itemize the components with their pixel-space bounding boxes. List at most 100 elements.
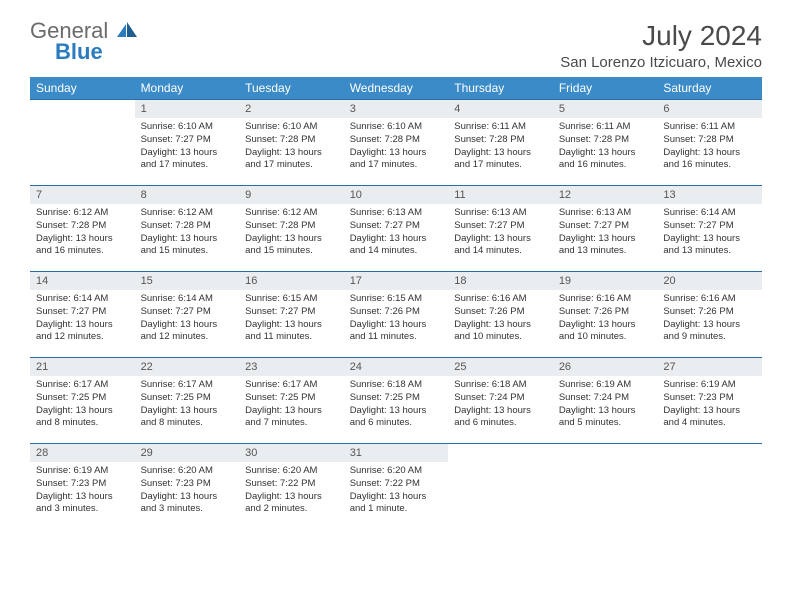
- calendar-day: 2Sunrise: 6:10 AMSunset: 7:28 PMDaylight…: [239, 100, 344, 186]
- day-sunrise: Sunrise: 6:11 AM: [559, 121, 652, 134]
- day-sunrise: Sunrise: 6:13 AM: [559, 207, 652, 220]
- calendar-day: 9Sunrise: 6:12 AMSunset: 7:28 PMDaylight…: [239, 186, 344, 272]
- day-sunrise: Sunrise: 6:12 AM: [245, 207, 338, 220]
- day-sunset: Sunset: 7:26 PM: [663, 306, 756, 319]
- day-sunrise: Sunrise: 6:17 AM: [141, 379, 234, 392]
- day-d2: and 9 minutes.: [663, 331, 756, 344]
- day-d1: Daylight: 13 hours: [350, 491, 443, 504]
- calendar-day: 21Sunrise: 6:17 AMSunset: 7:25 PMDayligh…: [30, 358, 135, 444]
- day-sunrise: Sunrise: 6:14 AM: [36, 293, 129, 306]
- day-sunset: Sunset: 7:25 PM: [36, 392, 129, 405]
- day-sunrise: Sunrise: 6:13 AM: [454, 207, 547, 220]
- day-body: Sunrise: 6:16 AMSunset: 7:26 PMDaylight:…: [657, 290, 762, 348]
- day-sunrise: Sunrise: 6:11 AM: [454, 121, 547, 134]
- day-sunrise: Sunrise: 6:18 AM: [454, 379, 547, 392]
- day-body: Sunrise: 6:13 AMSunset: 7:27 PMDaylight:…: [553, 204, 658, 262]
- day-sunset: Sunset: 7:27 PM: [350, 220, 443, 233]
- day-sunset: Sunset: 7:23 PM: [36, 478, 129, 491]
- day-d2: and 14 minutes.: [454, 245, 547, 258]
- month-title: July 2024: [560, 20, 762, 52]
- day-d2: and 12 minutes.: [36, 331, 129, 344]
- day-body: Sunrise: 6:10 AMSunset: 7:27 PMDaylight:…: [135, 118, 240, 176]
- weekday-header: Monday: [135, 77, 240, 100]
- calendar-day-empty: [553, 444, 658, 530]
- day-number: 23: [239, 358, 344, 376]
- day-number: 9: [239, 186, 344, 204]
- day-number: 7: [30, 186, 135, 204]
- calendar-day: 27Sunrise: 6:19 AMSunset: 7:23 PMDayligh…: [657, 358, 762, 444]
- calendar-day: 24Sunrise: 6:18 AMSunset: 7:25 PMDayligh…: [344, 358, 449, 444]
- day-sunrise: Sunrise: 6:18 AM: [350, 379, 443, 392]
- calendar-day: 3Sunrise: 6:10 AMSunset: 7:28 PMDaylight…: [344, 100, 449, 186]
- day-number: 17: [344, 272, 449, 290]
- page-header: General Blue July 2024 San Lorenzo Itzic…: [30, 20, 762, 71]
- day-body: Sunrise: 6:19 AMSunset: 7:23 PMDaylight:…: [30, 462, 135, 520]
- calendar-day: 26Sunrise: 6:19 AMSunset: 7:24 PMDayligh…: [553, 358, 658, 444]
- day-sunrise: Sunrise: 6:11 AM: [663, 121, 756, 134]
- day-d2: and 12 minutes.: [141, 331, 234, 344]
- day-sunset: Sunset: 7:27 PM: [141, 306, 234, 319]
- calendar-day: 17Sunrise: 6:15 AMSunset: 7:26 PMDayligh…: [344, 272, 449, 358]
- day-sunrise: Sunrise: 6:10 AM: [350, 121, 443, 134]
- calendar-day: 13Sunrise: 6:14 AMSunset: 7:27 PMDayligh…: [657, 186, 762, 272]
- day-sunrise: Sunrise: 6:19 AM: [36, 465, 129, 478]
- day-sunrise: Sunrise: 6:13 AM: [350, 207, 443, 220]
- day-number: 8: [135, 186, 240, 204]
- calendar-day: 19Sunrise: 6:16 AMSunset: 7:26 PMDayligh…: [553, 272, 658, 358]
- day-sunrise: Sunrise: 6:16 AM: [663, 293, 756, 306]
- day-d2: and 11 minutes.: [245, 331, 338, 344]
- day-number: 29: [135, 444, 240, 462]
- day-d1: Daylight: 13 hours: [559, 147, 652, 160]
- day-number: 11: [448, 186, 553, 204]
- day-sunrise: Sunrise: 6:20 AM: [141, 465, 234, 478]
- day-sunset: Sunset: 7:22 PM: [350, 478, 443, 491]
- calendar-week: 1Sunrise: 6:10 AMSunset: 7:27 PMDaylight…: [30, 100, 762, 186]
- day-body: Sunrise: 6:15 AMSunset: 7:27 PMDaylight:…: [239, 290, 344, 348]
- day-d2: and 17 minutes.: [350, 159, 443, 172]
- day-body: Sunrise: 6:11 AMSunset: 7:28 PMDaylight:…: [553, 118, 658, 176]
- calendar-body: 1Sunrise: 6:10 AMSunset: 7:27 PMDaylight…: [30, 100, 762, 530]
- weekday-header: Friday: [553, 77, 658, 100]
- logo-sail-icon: [117, 25, 139, 42]
- day-body: Sunrise: 6:16 AMSunset: 7:26 PMDaylight:…: [448, 290, 553, 348]
- day-sunset: Sunset: 7:22 PM: [245, 478, 338, 491]
- day-number: 4: [448, 100, 553, 118]
- day-d2: and 4 minutes.: [663, 417, 756, 430]
- day-d1: Daylight: 13 hours: [141, 233, 234, 246]
- day-body: Sunrise: 6:16 AMSunset: 7:26 PMDaylight:…: [553, 290, 658, 348]
- day-body: Sunrise: 6:14 AMSunset: 7:27 PMDaylight:…: [30, 290, 135, 348]
- day-sunset: Sunset: 7:28 PM: [141, 220, 234, 233]
- day-sunrise: Sunrise: 6:16 AM: [454, 293, 547, 306]
- day-sunrise: Sunrise: 6:14 AM: [141, 293, 234, 306]
- day-number: 2: [239, 100, 344, 118]
- day-number: 25: [448, 358, 553, 376]
- day-sunrise: Sunrise: 6:14 AM: [663, 207, 756, 220]
- day-sunset: Sunset: 7:27 PM: [141, 134, 234, 147]
- calendar-week: 28Sunrise: 6:19 AMSunset: 7:23 PMDayligh…: [30, 444, 762, 530]
- calendar-day: 29Sunrise: 6:20 AMSunset: 7:23 PMDayligh…: [135, 444, 240, 530]
- day-sunset: Sunset: 7:23 PM: [141, 478, 234, 491]
- calendar-head: SundayMondayTuesdayWednesdayThursdayFrid…: [30, 77, 762, 100]
- day-sunrise: Sunrise: 6:15 AM: [245, 293, 338, 306]
- day-d2: and 14 minutes.: [350, 245, 443, 258]
- day-sunrise: Sunrise: 6:17 AM: [36, 379, 129, 392]
- day-d1: Daylight: 13 hours: [663, 319, 756, 332]
- day-sunset: Sunset: 7:27 PM: [663, 220, 756, 233]
- calendar-day-empty: [30, 100, 135, 186]
- day-d1: Daylight: 13 hours: [663, 233, 756, 246]
- day-d1: Daylight: 13 hours: [454, 147, 547, 160]
- weekday-header: Sunday: [30, 77, 135, 100]
- day-number: 5: [553, 100, 658, 118]
- day-d2: and 3 minutes.: [141, 503, 234, 516]
- day-sunrise: Sunrise: 6:15 AM: [350, 293, 443, 306]
- day-d1: Daylight: 13 hours: [141, 405, 234, 418]
- day-sunset: Sunset: 7:26 PM: [350, 306, 443, 319]
- day-d2: and 13 minutes.: [663, 245, 756, 258]
- day-d2: and 8 minutes.: [141, 417, 234, 430]
- day-body: Sunrise: 6:11 AMSunset: 7:28 PMDaylight:…: [657, 118, 762, 176]
- day-number: 16: [239, 272, 344, 290]
- calendar-week: 14Sunrise: 6:14 AMSunset: 7:27 PMDayligh…: [30, 272, 762, 358]
- calendar-day: 10Sunrise: 6:13 AMSunset: 7:27 PMDayligh…: [344, 186, 449, 272]
- day-number: 1: [135, 100, 240, 118]
- day-number: 21: [30, 358, 135, 376]
